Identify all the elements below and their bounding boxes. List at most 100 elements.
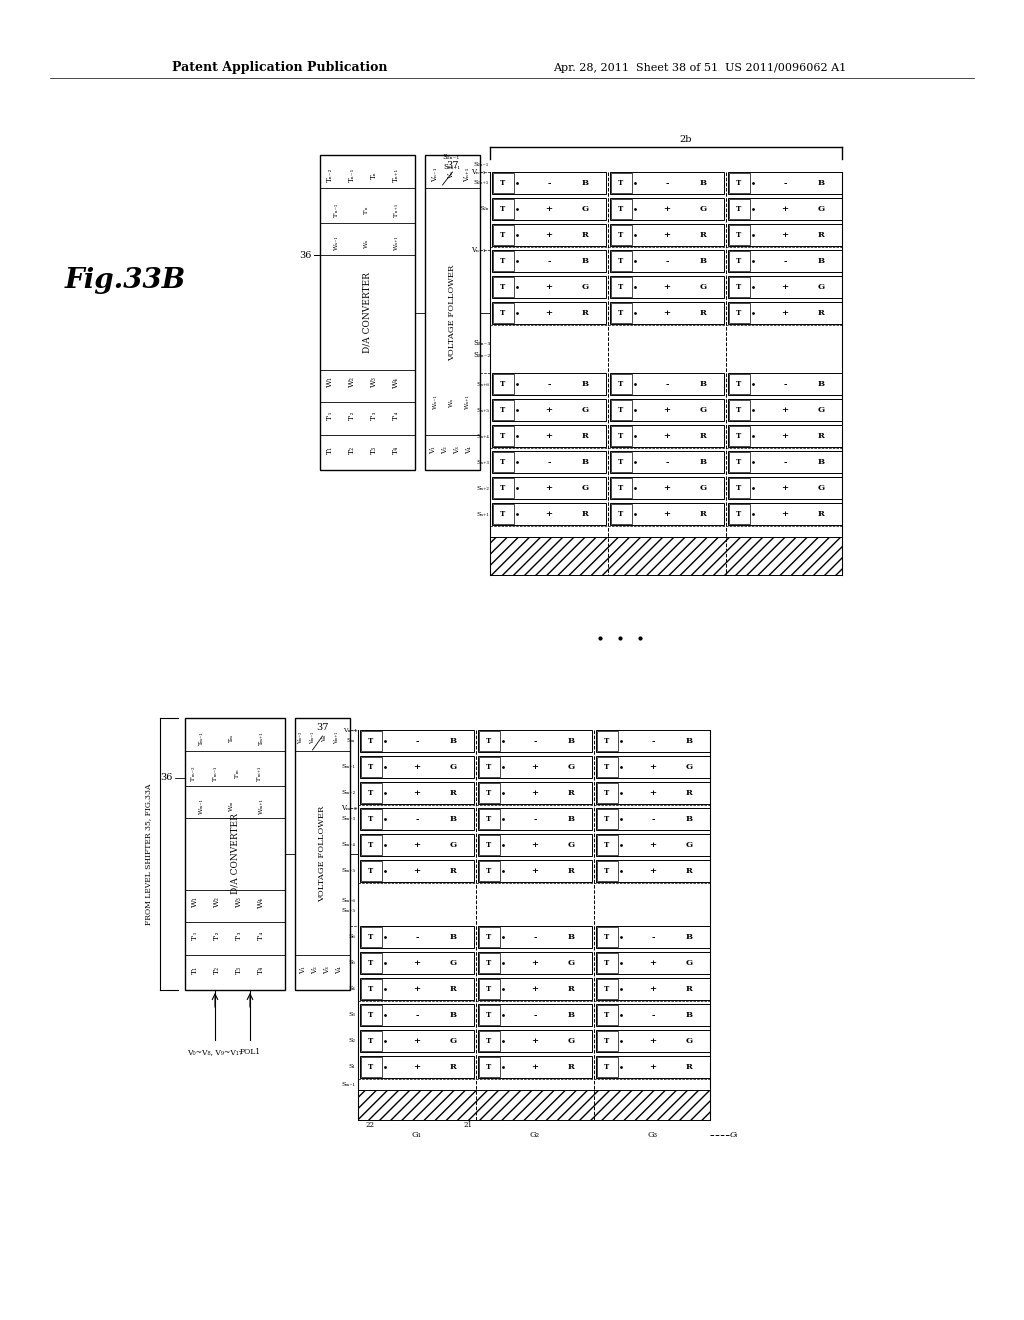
Text: T: T: [485, 867, 490, 875]
Bar: [361, 731, 382, 751]
Bar: [596, 952, 710, 974]
Bar: [610, 399, 724, 421]
Text: Vₘ₊₁: Vₘ₊₁: [343, 727, 357, 733]
Bar: [596, 808, 710, 830]
Bar: [728, 451, 842, 473]
Text: R: R: [818, 309, 825, 317]
Bar: [729, 478, 750, 498]
Bar: [611, 277, 632, 297]
Text: G: G: [818, 282, 825, 290]
Bar: [597, 979, 617, 999]
Text: +: +: [781, 510, 788, 517]
Text: T: T: [500, 510, 505, 517]
Text: W₄: W₄: [392, 376, 400, 388]
Text: T: T: [735, 205, 741, 213]
Bar: [492, 198, 606, 220]
Text: B: B: [450, 933, 457, 941]
Text: T: T: [603, 1038, 609, 1045]
Text: +: +: [546, 309, 553, 317]
Text: +: +: [414, 841, 421, 849]
Text: T: T: [735, 309, 741, 317]
Text: B: B: [582, 257, 589, 265]
Bar: [361, 1005, 382, 1026]
Text: T: T: [735, 510, 741, 517]
Bar: [479, 731, 500, 751]
Bar: [729, 426, 750, 446]
Text: B: B: [700, 257, 707, 265]
Bar: [360, 730, 474, 752]
Bar: [479, 953, 500, 973]
Text: +: +: [664, 231, 671, 239]
Text: G: G: [568, 1038, 575, 1045]
Text: +: +: [546, 484, 553, 492]
Bar: [492, 399, 606, 421]
Text: T: T: [368, 1011, 373, 1019]
Text: T: T: [603, 985, 609, 993]
Bar: [611, 304, 632, 323]
Text: V₃: V₃: [453, 446, 461, 454]
Bar: [611, 426, 632, 446]
Text: W₁: W₁: [326, 376, 334, 388]
Bar: [728, 198, 842, 220]
Text: T: T: [485, 763, 490, 771]
Text: G: G: [582, 407, 589, 414]
Bar: [360, 978, 474, 1001]
Text: Wₙ₊₁: Wₙ₊₁: [393, 236, 398, 251]
Text: G: G: [450, 1038, 457, 1045]
Bar: [478, 730, 592, 752]
Text: T: T: [485, 1063, 490, 1071]
Bar: [610, 172, 724, 194]
Text: Vₙ₋₁: Vₙ₋₁: [431, 168, 439, 182]
Bar: [493, 426, 513, 446]
Text: Tₙ₋₂: Tₙ₋₂: [326, 168, 334, 182]
Bar: [597, 927, 617, 946]
Text: T: T: [603, 867, 609, 875]
Text: +: +: [781, 282, 788, 290]
Text: B: B: [582, 458, 589, 466]
Text: B: B: [686, 1011, 693, 1019]
Text: 36: 36: [161, 774, 173, 783]
Text: T: T: [368, 763, 373, 771]
Bar: [185, 718, 285, 990]
Text: R: R: [686, 789, 693, 797]
Bar: [360, 927, 474, 948]
Text: S₂ₙ₊₁: S₂ₙ₊₁: [442, 162, 460, 172]
Text: W₃: W₃: [370, 376, 378, 388]
Bar: [479, 979, 500, 999]
Bar: [610, 374, 724, 395]
Text: T: T: [485, 933, 490, 941]
Bar: [492, 224, 606, 246]
Text: Vₙ₋₁: Vₙ₋₁: [471, 246, 486, 253]
Text: T: T: [500, 180, 505, 187]
Bar: [361, 756, 382, 777]
Text: +: +: [781, 407, 788, 414]
Text: T₁: T₁: [326, 446, 334, 454]
Text: G: G: [700, 205, 707, 213]
Bar: [597, 953, 617, 973]
Bar: [596, 927, 710, 948]
Text: T'ₘ: T'ₘ: [234, 768, 240, 777]
Bar: [728, 224, 842, 246]
Text: T'₂: T'₂: [213, 931, 221, 940]
Bar: [493, 277, 513, 297]
Text: T: T: [735, 257, 741, 265]
Text: T'₂: T'₂: [348, 411, 356, 420]
Bar: [478, 1030, 592, 1052]
Text: G: G: [582, 282, 589, 290]
Text: T: T: [368, 789, 373, 797]
Bar: [493, 224, 513, 246]
Text: Vₘ₋₂: Vₘ₋₂: [299, 731, 303, 744]
Bar: [361, 836, 382, 855]
Text: Vₙ: Vₙ: [447, 172, 455, 180]
Text: -: -: [534, 1011, 537, 1019]
Bar: [611, 478, 632, 498]
Bar: [479, 1005, 500, 1026]
Bar: [492, 503, 606, 525]
Bar: [360, 1005, 474, 1026]
Bar: [479, 1031, 500, 1051]
Bar: [596, 834, 710, 855]
Text: 21: 21: [464, 1121, 472, 1129]
Text: V₄: V₄: [335, 966, 343, 974]
Text: -: -: [416, 1011, 419, 1019]
Text: T: T: [368, 985, 373, 993]
